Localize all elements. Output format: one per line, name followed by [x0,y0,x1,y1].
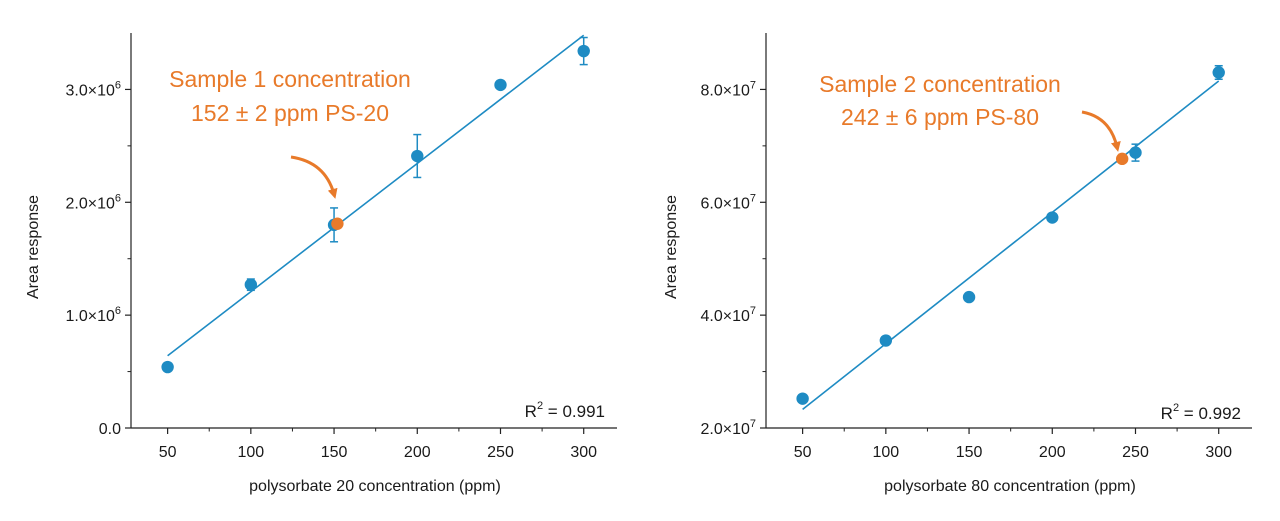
chart-1-annotation-arrow [290,155,338,199]
chart-1-data-point [411,149,424,163]
chart-1-r2-prefix: R [525,402,537,421]
chart-1-ticks: 50 100 150 200 250 300 0.0 1.0×106 2.0×106 3.0×10… [65,79,597,461]
chart-1-x-tick-label: 50 [159,444,177,461]
chart-1-x-tick-label: 300 [570,444,597,461]
chart-2-x-tick-label: 300 [1205,444,1232,461]
chart-1-sample-point-group [331,217,344,230]
chart-1-y-tick-label: 0.0 [99,421,121,438]
chart-2-y-tick-label: 4.0×107 [700,305,756,325]
chart-1-x-tick-label: 200 [404,444,431,461]
chart-2-annotation-arrow [1081,110,1121,152]
chart-1-x-tick-label: 150 [321,444,348,461]
chart-2-plot-area [796,64,1225,411]
chart-1-plot-area [161,34,590,374]
chart-1-x-tick-label: 100 [237,444,264,461]
chart-2-data-point [796,392,809,405]
chart-1-y-tick-label: 2.0×106 [65,192,121,212]
chart-2-sample-point [1115,152,1129,166]
chart-1-axes [130,33,617,429]
chart-1-r2-sup: 2 [537,400,543,412]
chart-1-fit-line-group [167,34,585,357]
chart-1-data-point [577,44,590,58]
chart-2-r2-prefix: R [1161,404,1173,423]
chart-2-r2-sup: 2 [1173,402,1179,414]
chart-2-data-point [879,334,893,347]
chart-2-x-tick-label: 100 [872,444,899,461]
chart-1-r2-value: = 0.991 [543,402,605,421]
chart-1-y-tick-label: 3.0×106 [65,79,121,99]
chart-2-y-tick-label: 8.0×107 [700,79,756,99]
chart-2-r-squared: R2 = 0.992 [1161,402,1241,423]
chart-2-annotation-line2: 242 ± 6 ppm PS-80 [841,104,1039,130]
chart-1-fit-line [167,34,585,357]
chart-1-data-point [494,78,507,92]
chart-2-fit-line [802,80,1220,411]
chart-2-annotation-line1: Sample 2 concentration [819,71,1061,97]
chart-1: 50 100 150 200 250 300 0.0 1.0×106 2.0×106 3.0×10… [25,33,617,495]
chart-2-data-point [962,290,976,304]
chart-2-x-tick-label: 150 [956,444,983,461]
chart-2-r2-value: = 0.992 [1179,404,1241,423]
chart-1-data-point [161,360,174,374]
chart-1-y-tick-label: 1.0×106 [65,305,121,325]
chart-1-data-point [244,278,258,291]
chart-1-sample-point [331,217,344,230]
chart-1-x-axis-title: polysorbate 20 concentration (ppm) [249,478,501,495]
chart-2-x-tick-label: 50 [794,444,812,461]
chart-1-r-squared: R2 = 0.991 [525,400,605,421]
chart-2-data-point [1046,211,1059,224]
chart-2-y-axis-title: Area response [663,195,680,299]
chart-2-ticks: 50 100 150 200 250 300 2.0×107 4.0×107 6.0×107 8.… [700,79,1232,461]
chart-1-annotation-line2: 152 ± 2 ppm PS-20 [191,100,389,126]
chart-2-axes [765,33,1252,429]
chart-2-data-point [1129,146,1142,159]
chart-1-data-points [161,44,590,374]
chart-2-x-tick-label: 200 [1039,444,1066,461]
chart-2-x-axis-title: polysorbate 80 concentration (ppm) [884,478,1136,495]
chart-2-y-tick-label: 2.0×107 [700,418,756,438]
chart-2-data-points [796,66,1225,405]
chart-1-annotation-line1: Sample 1 concentration [169,66,411,92]
chart-2-sample-point-group [1115,152,1129,166]
chart-2-x-tick-label: 250 [1122,444,1149,461]
chart-2-y-tick-label: 6.0×107 [700,192,756,212]
chart-2-fit-line-group [802,80,1220,411]
chart-1-y-axis-title: Area response [25,195,42,299]
chart-1-x-tick-label: 250 [487,444,514,461]
chart-2: 50 100 150 200 250 300 2.0×107 4.0×107 6.0×107 8.… [663,33,1252,495]
chart-2-data-point [1212,66,1225,79]
